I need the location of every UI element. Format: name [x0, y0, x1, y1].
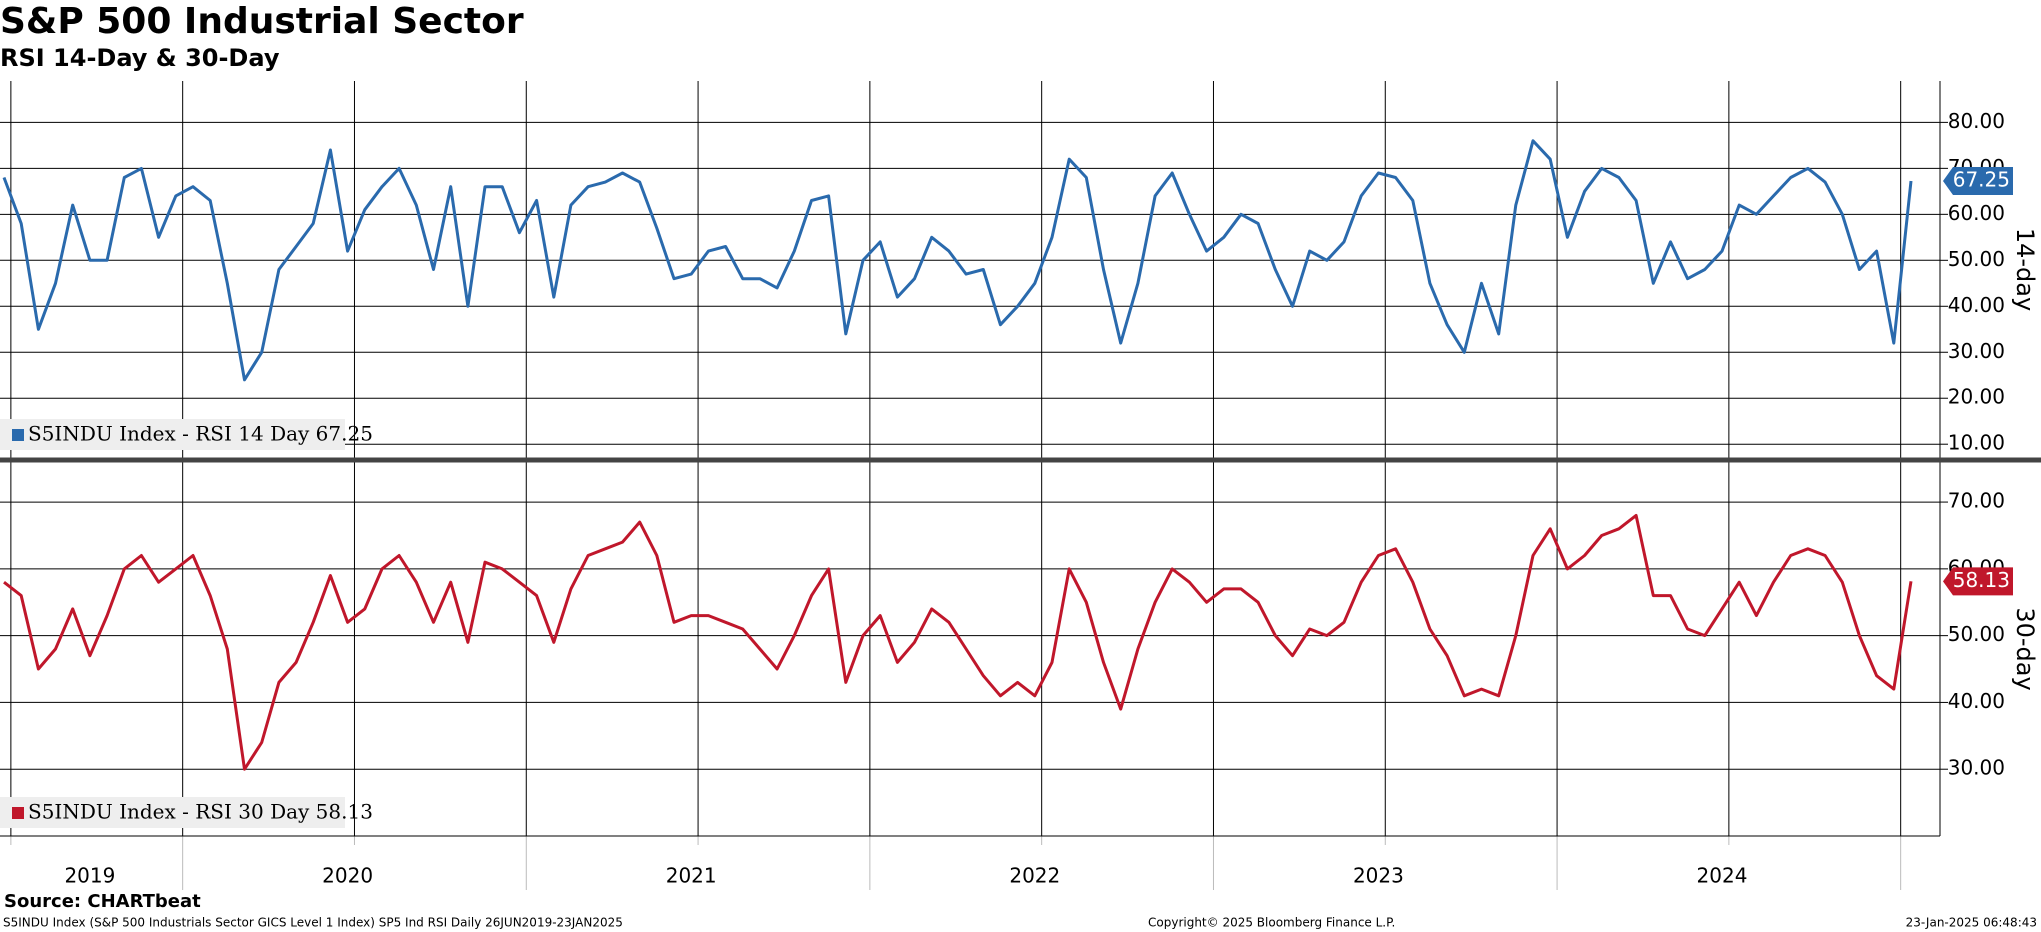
last-value-label: 58.13	[1953, 568, 2010, 592]
y-tick-label: 30.00	[1948, 756, 2005, 780]
last-value-badge	[1943, 166, 2013, 195]
y-tick-label: 50.00	[1948, 622, 2005, 646]
y-tick-label: 20.00	[1948, 385, 2005, 409]
source: Source: CHARTbeat	[4, 891, 201, 912]
x-tick-label: 2022	[1009, 864, 1060, 888]
legend-swatch	[12, 807, 24, 819]
series-line	[2, 139, 1913, 382]
legend-swatch	[12, 429, 24, 441]
legend-label: S5INDU Index - RSI 14 Day 67.25	[28, 422, 373, 446]
y-axis-title: 14-day	[2011, 228, 2039, 311]
y-axis-title: 30-day	[2011, 607, 2039, 690]
y-tick-label: 30.00	[1948, 339, 2005, 363]
x-tick-label: 2019	[64, 864, 115, 888]
y-tick-label: 60.00	[1948, 201, 2005, 225]
last-value-label: 67.25	[1953, 167, 2010, 191]
y-tick-label: 10.00	[1948, 431, 2005, 455]
footer-left: S5INDU Index (S&P 500 Industrials Sector…	[3, 916, 623, 930]
y-tick-label: 50.00	[1948, 247, 2005, 271]
legend-box	[0, 419, 345, 450]
x-tick-label: 2021	[666, 864, 717, 888]
footer-center: Copyright© 2025 Bloomberg Finance L.P.	[1148, 916, 1395, 930]
x-tick-label: 2023	[1353, 864, 1404, 888]
y-tick-label: 70.00	[1948, 489, 2005, 513]
chart-title: S&P 500 Industrial Sector	[0, 1, 524, 42]
series-line	[3, 513, 1913, 771]
x-tick-label: 2020	[322, 864, 373, 888]
legend-label: S5INDU Index - RSI 30 Day 58.13	[28, 800, 373, 824]
legend-box	[0, 797, 345, 828]
y-tick-label: 40.00	[1948, 689, 2005, 713]
last-value-badge	[1943, 567, 2013, 596]
y-tick-label: 80.00	[1948, 109, 2005, 133]
footer-right: 23-Jan-2025 06:48:43	[1906, 916, 2037, 930]
chart-subtitle: RSI 14-Day & 30-Day	[0, 44, 280, 72]
y-tick-label: 40.00	[1948, 293, 2005, 317]
x-tick-label: 2024	[1697, 864, 1748, 888]
